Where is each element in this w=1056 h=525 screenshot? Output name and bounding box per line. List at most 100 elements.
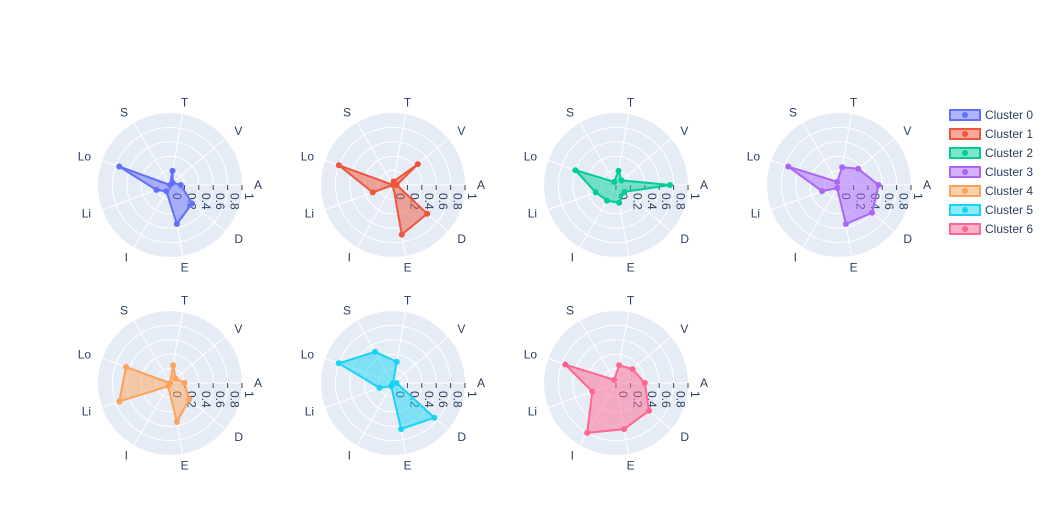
data-point-Lo[interactable] (335, 360, 342, 367)
data-point-I[interactable] (584, 429, 591, 436)
data-point-V[interactable] (618, 177, 625, 184)
data-point-Li[interactable] (153, 186, 160, 193)
data-point-Li[interactable] (592, 189, 599, 196)
angular-gridline (133, 382, 171, 446)
legend-marker (962, 131, 968, 137)
data-point-E[interactable] (842, 220, 849, 227)
data-point-I[interactable] (390, 182, 396, 188)
data-point-Lo[interactable] (562, 361, 569, 368)
legend-item[interactable]: Cluster 2 (949, 146, 1033, 160)
data-point-Lo[interactable] (335, 162, 342, 169)
angular-axis-label-I: I (348, 449, 351, 463)
data-point-S[interactable] (611, 178, 618, 185)
angular-axis-label-E: E (404, 459, 412, 473)
angular-axis-label-Lo: Lo (747, 149, 761, 163)
data-point-S[interactable] (834, 178, 841, 185)
angular-axis-label-Lo: Lo (78, 347, 92, 361)
angular-axis-label-S: S (120, 105, 128, 119)
data-point-Li[interactable] (369, 189, 376, 196)
radial-tick-label: 1 (242, 193, 256, 200)
data-point-I[interactable] (834, 185, 841, 192)
data-point-Li[interactable] (819, 188, 826, 195)
data-point-E[interactable] (173, 220, 180, 227)
data-point-I[interactable] (604, 197, 610, 204)
data-point-E[interactable] (616, 199, 623, 206)
angular-gridline (133, 184, 171, 248)
data-point-V[interactable] (855, 165, 862, 172)
angular-axis-label-T: T (627, 293, 635, 307)
radial-tick-label: 0.2 (630, 193, 644, 210)
data-point-Li[interactable] (116, 398, 123, 405)
data-point-D[interactable] (424, 210, 431, 217)
data-point-D[interactable] (186, 396, 193, 403)
radial-tick-label: 0.8 (228, 391, 242, 408)
data-point-E[interactable] (621, 426, 628, 433)
angular-axis-label-A: A (477, 376, 485, 390)
legend-item[interactable]: Cluster 3 (949, 165, 1033, 179)
data-point-E[interactable] (398, 426, 405, 433)
angular-axis-label-V: V (234, 124, 242, 138)
data-point-Li[interactable] (376, 384, 383, 391)
data-point-Lo[interactable] (116, 163, 123, 170)
data-point-D[interactable] (189, 200, 196, 207)
data-point-V[interactable] (629, 366, 636, 373)
legend-item[interactable]: Cluster 5 (949, 203, 1033, 217)
data-point-E[interactable] (173, 418, 180, 425)
radial-tick-label: 0.6 (659, 391, 673, 408)
data-point-A[interactable] (875, 182, 882, 188)
radial-tick-label: 0.4 (422, 193, 436, 210)
angular-axis-label-E: E (627, 459, 635, 473)
angular-axis-label-T: T (850, 95, 858, 109)
data-point-T[interactable] (169, 167, 176, 174)
angular-axis-label-A: A (254, 178, 262, 192)
legend-item[interactable]: Cluster 4 (949, 184, 1033, 198)
data-point-S[interactable] (167, 182, 173, 188)
data-point-I[interactable] (388, 383, 395, 390)
angular-gridline (356, 184, 394, 248)
radial-tick-label: 0.8 (451, 193, 465, 210)
series-area-4 (118, 364, 191, 423)
legend-item[interactable]: Cluster 6 (949, 222, 1033, 236)
data-point-S[interactable] (372, 348, 378, 355)
data-point-T[interactable] (839, 164, 846, 171)
angular-axis-label-T: T (181, 95, 189, 109)
data-point-A[interactable] (177, 182, 184, 188)
data-point-I[interactable] (165, 383, 172, 390)
data-point-A[interactable] (181, 380, 188, 386)
series-area-5 (337, 350, 436, 431)
angular-axis-label-V: V (680, 124, 688, 138)
data-point-V[interactable] (414, 161, 421, 168)
angular-axis-label-Lo: Lo (301, 347, 315, 361)
data-point-T[interactable] (615, 167, 622, 174)
angular-axis-label-D: D (234, 430, 243, 444)
angular-axis-label-I: I (571, 449, 574, 463)
data-point-A[interactable] (641, 380, 648, 386)
data-point-D[interactable] (646, 407, 653, 414)
radial-tick-label: 0.8 (451, 391, 465, 408)
angular-axis-label-A: A (923, 178, 931, 192)
data-point-T[interactable] (393, 358, 400, 365)
data-point-T[interactable] (616, 362, 623, 369)
data-point-A[interactable] (667, 182, 673, 188)
radial-tick-label: 1 (688, 193, 702, 200)
data-point-S[interactable] (611, 376, 618, 383)
data-point-Lo[interactable] (123, 363, 130, 370)
data-point-D[interactable] (431, 414, 438, 421)
legend-item[interactable]: Cluster 0 (949, 108, 1033, 122)
data-point-Li[interactable] (589, 388, 596, 395)
data-point-E[interactable] (398, 231, 405, 238)
data-point-V[interactable] (172, 375, 179, 382)
data-point-Lo[interactable] (572, 167, 579, 174)
angular-axis-label-A: A (700, 178, 708, 192)
data-point-T[interactable] (170, 362, 177, 369)
radial-tick-label: 0.8 (228, 193, 242, 210)
data-point-I[interactable] (163, 188, 170, 195)
legend-item[interactable]: Cluster 1 (949, 127, 1033, 141)
data-point-D[interactable] (869, 209, 876, 216)
data-point-Lo[interactable] (785, 163, 792, 170)
data-point-D[interactable] (621, 188, 628, 195)
legend-label: Cluster 2 (985, 146, 1033, 160)
angular-axis-label-Lo: Lo (524, 149, 538, 163)
